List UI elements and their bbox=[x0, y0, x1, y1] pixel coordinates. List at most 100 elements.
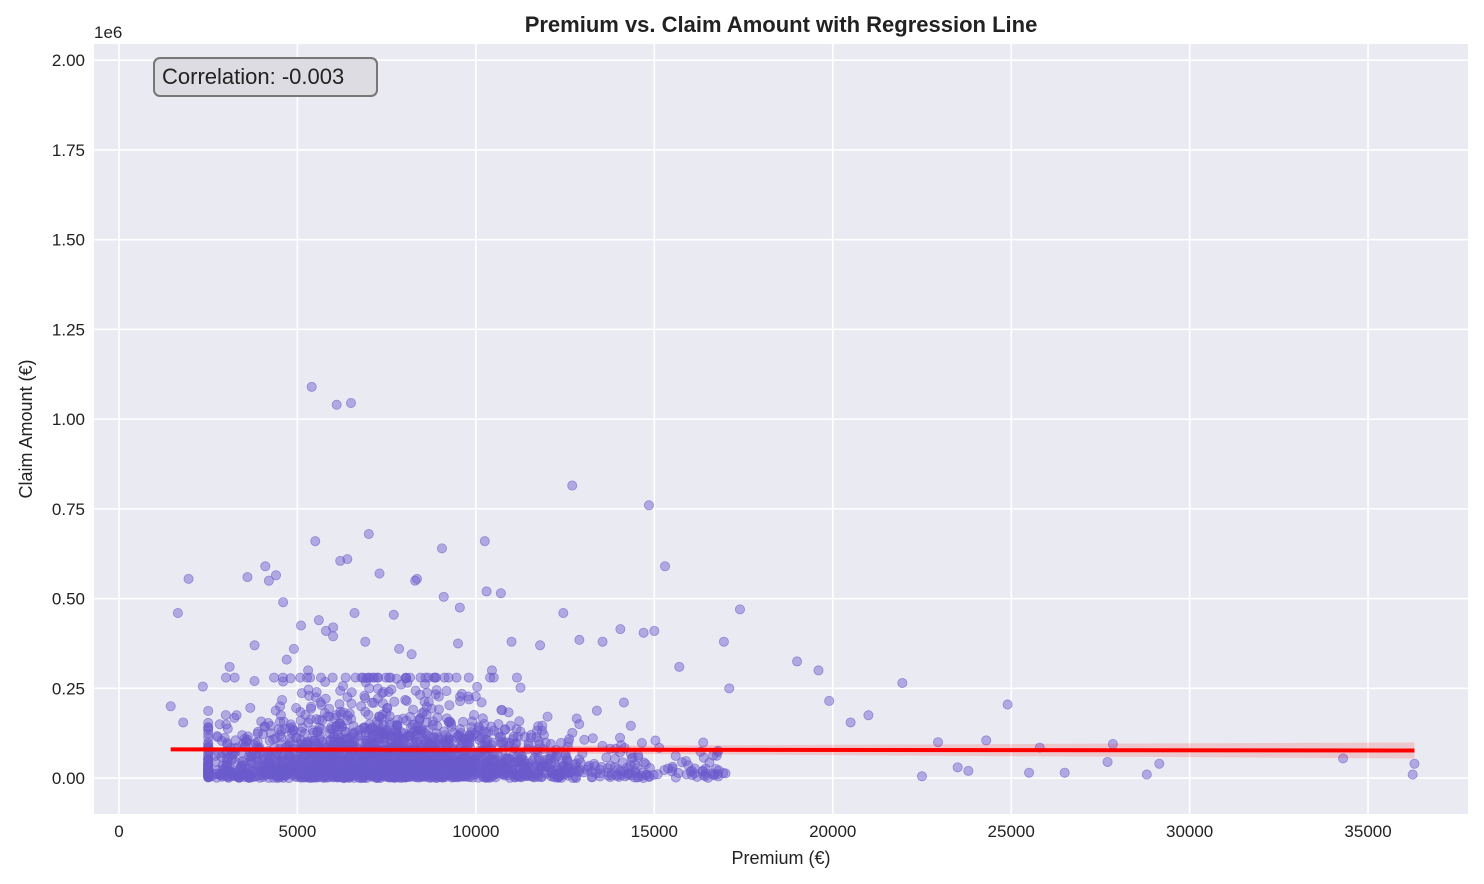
data-point bbox=[824, 695, 835, 706]
data-point bbox=[442, 764, 453, 775]
data-point bbox=[703, 772, 714, 783]
y-tick-label: 2.00 bbox=[52, 51, 85, 70]
data-point bbox=[610, 753, 621, 764]
data-point bbox=[417, 708, 428, 719]
data-point bbox=[486, 665, 497, 676]
data-point bbox=[431, 728, 442, 739]
data-point bbox=[317, 715, 328, 726]
data-point bbox=[327, 672, 338, 683]
data-point bbox=[260, 561, 271, 572]
x-tick-label: 30000 bbox=[1166, 822, 1213, 841]
data-point bbox=[700, 771, 711, 782]
x-tick-labels: 0 5000 10000 15000 20000 25000 30000 35000 bbox=[114, 822, 1391, 841]
y-tick-label: 1.50 bbox=[52, 231, 85, 250]
data-point bbox=[718, 636, 729, 647]
data-point bbox=[372, 672, 383, 683]
data-point bbox=[564, 733, 575, 744]
data-point bbox=[677, 757, 688, 768]
data-point bbox=[203, 705, 214, 716]
y-tick-label: 0.50 bbox=[52, 590, 85, 609]
data-point bbox=[438, 735, 449, 746]
data-point bbox=[343, 765, 354, 776]
data-point bbox=[342, 554, 353, 565]
data-point bbox=[375, 764, 386, 775]
data-point bbox=[197, 681, 208, 692]
data-point bbox=[303, 770, 314, 781]
data-point bbox=[1407, 769, 1418, 780]
data-point bbox=[441, 686, 452, 697]
data-point bbox=[269, 672, 280, 683]
data-point bbox=[212, 764, 223, 775]
data-point bbox=[698, 737, 709, 748]
data-point bbox=[394, 643, 405, 654]
data-point bbox=[350, 672, 361, 683]
data-point bbox=[681, 769, 692, 780]
data-point bbox=[316, 672, 327, 683]
data-point bbox=[418, 706, 429, 717]
data-point bbox=[603, 767, 614, 778]
data-point bbox=[312, 752, 323, 763]
data-point bbox=[433, 691, 444, 702]
data-point bbox=[385, 672, 396, 683]
data-point bbox=[453, 638, 464, 649]
data-point bbox=[315, 771, 326, 782]
x-tick-label: 5000 bbox=[279, 822, 317, 841]
data-point bbox=[259, 721, 270, 732]
data-point bbox=[594, 764, 605, 775]
data-point bbox=[477, 713, 488, 724]
data-point bbox=[306, 381, 317, 392]
data-point bbox=[456, 770, 467, 781]
data-point bbox=[574, 634, 585, 645]
data-point bbox=[212, 731, 223, 742]
data-point bbox=[296, 688, 307, 699]
data-point bbox=[734, 604, 745, 615]
data-point bbox=[245, 751, 256, 762]
data-point bbox=[571, 758, 582, 769]
data-point bbox=[243, 763, 254, 774]
data-point bbox=[463, 691, 474, 702]
data-point bbox=[239, 772, 250, 783]
data-point bbox=[220, 710, 231, 721]
data-point bbox=[470, 691, 481, 702]
correlation-box bbox=[153, 57, 378, 97]
data-point bbox=[243, 771, 254, 782]
data-point bbox=[1154, 758, 1165, 769]
data-point bbox=[595, 768, 606, 779]
data-point bbox=[916, 771, 927, 782]
data-point bbox=[1024, 767, 1035, 778]
data-point bbox=[287, 758, 298, 769]
data-point bbox=[368, 697, 379, 708]
data-point bbox=[381, 725, 392, 736]
correlation-annotation: Correlation: -0.003 bbox=[153, 57, 378, 97]
data-point bbox=[222, 723, 233, 734]
data-point bbox=[615, 732, 626, 743]
data-point bbox=[537, 720, 548, 731]
data-point bbox=[493, 719, 504, 730]
y-axis-label: Claim Amount (€) bbox=[16, 359, 36, 498]
data-point bbox=[178, 717, 189, 728]
data-point bbox=[426, 766, 437, 777]
data-point bbox=[384, 772, 395, 783]
data-point bbox=[242, 572, 253, 583]
data-point bbox=[567, 480, 578, 491]
grid-lines bbox=[94, 44, 1468, 814]
data-point bbox=[574, 719, 585, 730]
data-point bbox=[203, 721, 214, 732]
data-point bbox=[438, 591, 449, 602]
data-point bbox=[211, 768, 222, 779]
data-point bbox=[540, 737, 551, 748]
x-tick-label: 35000 bbox=[1344, 822, 1391, 841]
data-point bbox=[454, 602, 465, 613]
data-point bbox=[452, 732, 463, 743]
data-point bbox=[524, 768, 535, 779]
data-point bbox=[724, 683, 735, 694]
data-point bbox=[479, 536, 490, 547]
data-point bbox=[673, 768, 684, 779]
data-point bbox=[378, 686, 389, 697]
y-tick-label: 0.00 bbox=[52, 769, 85, 788]
data-point bbox=[313, 615, 324, 626]
data-point bbox=[413, 763, 424, 774]
data-point bbox=[404, 771, 415, 782]
data-point bbox=[591, 705, 602, 716]
data-point bbox=[412, 767, 423, 778]
